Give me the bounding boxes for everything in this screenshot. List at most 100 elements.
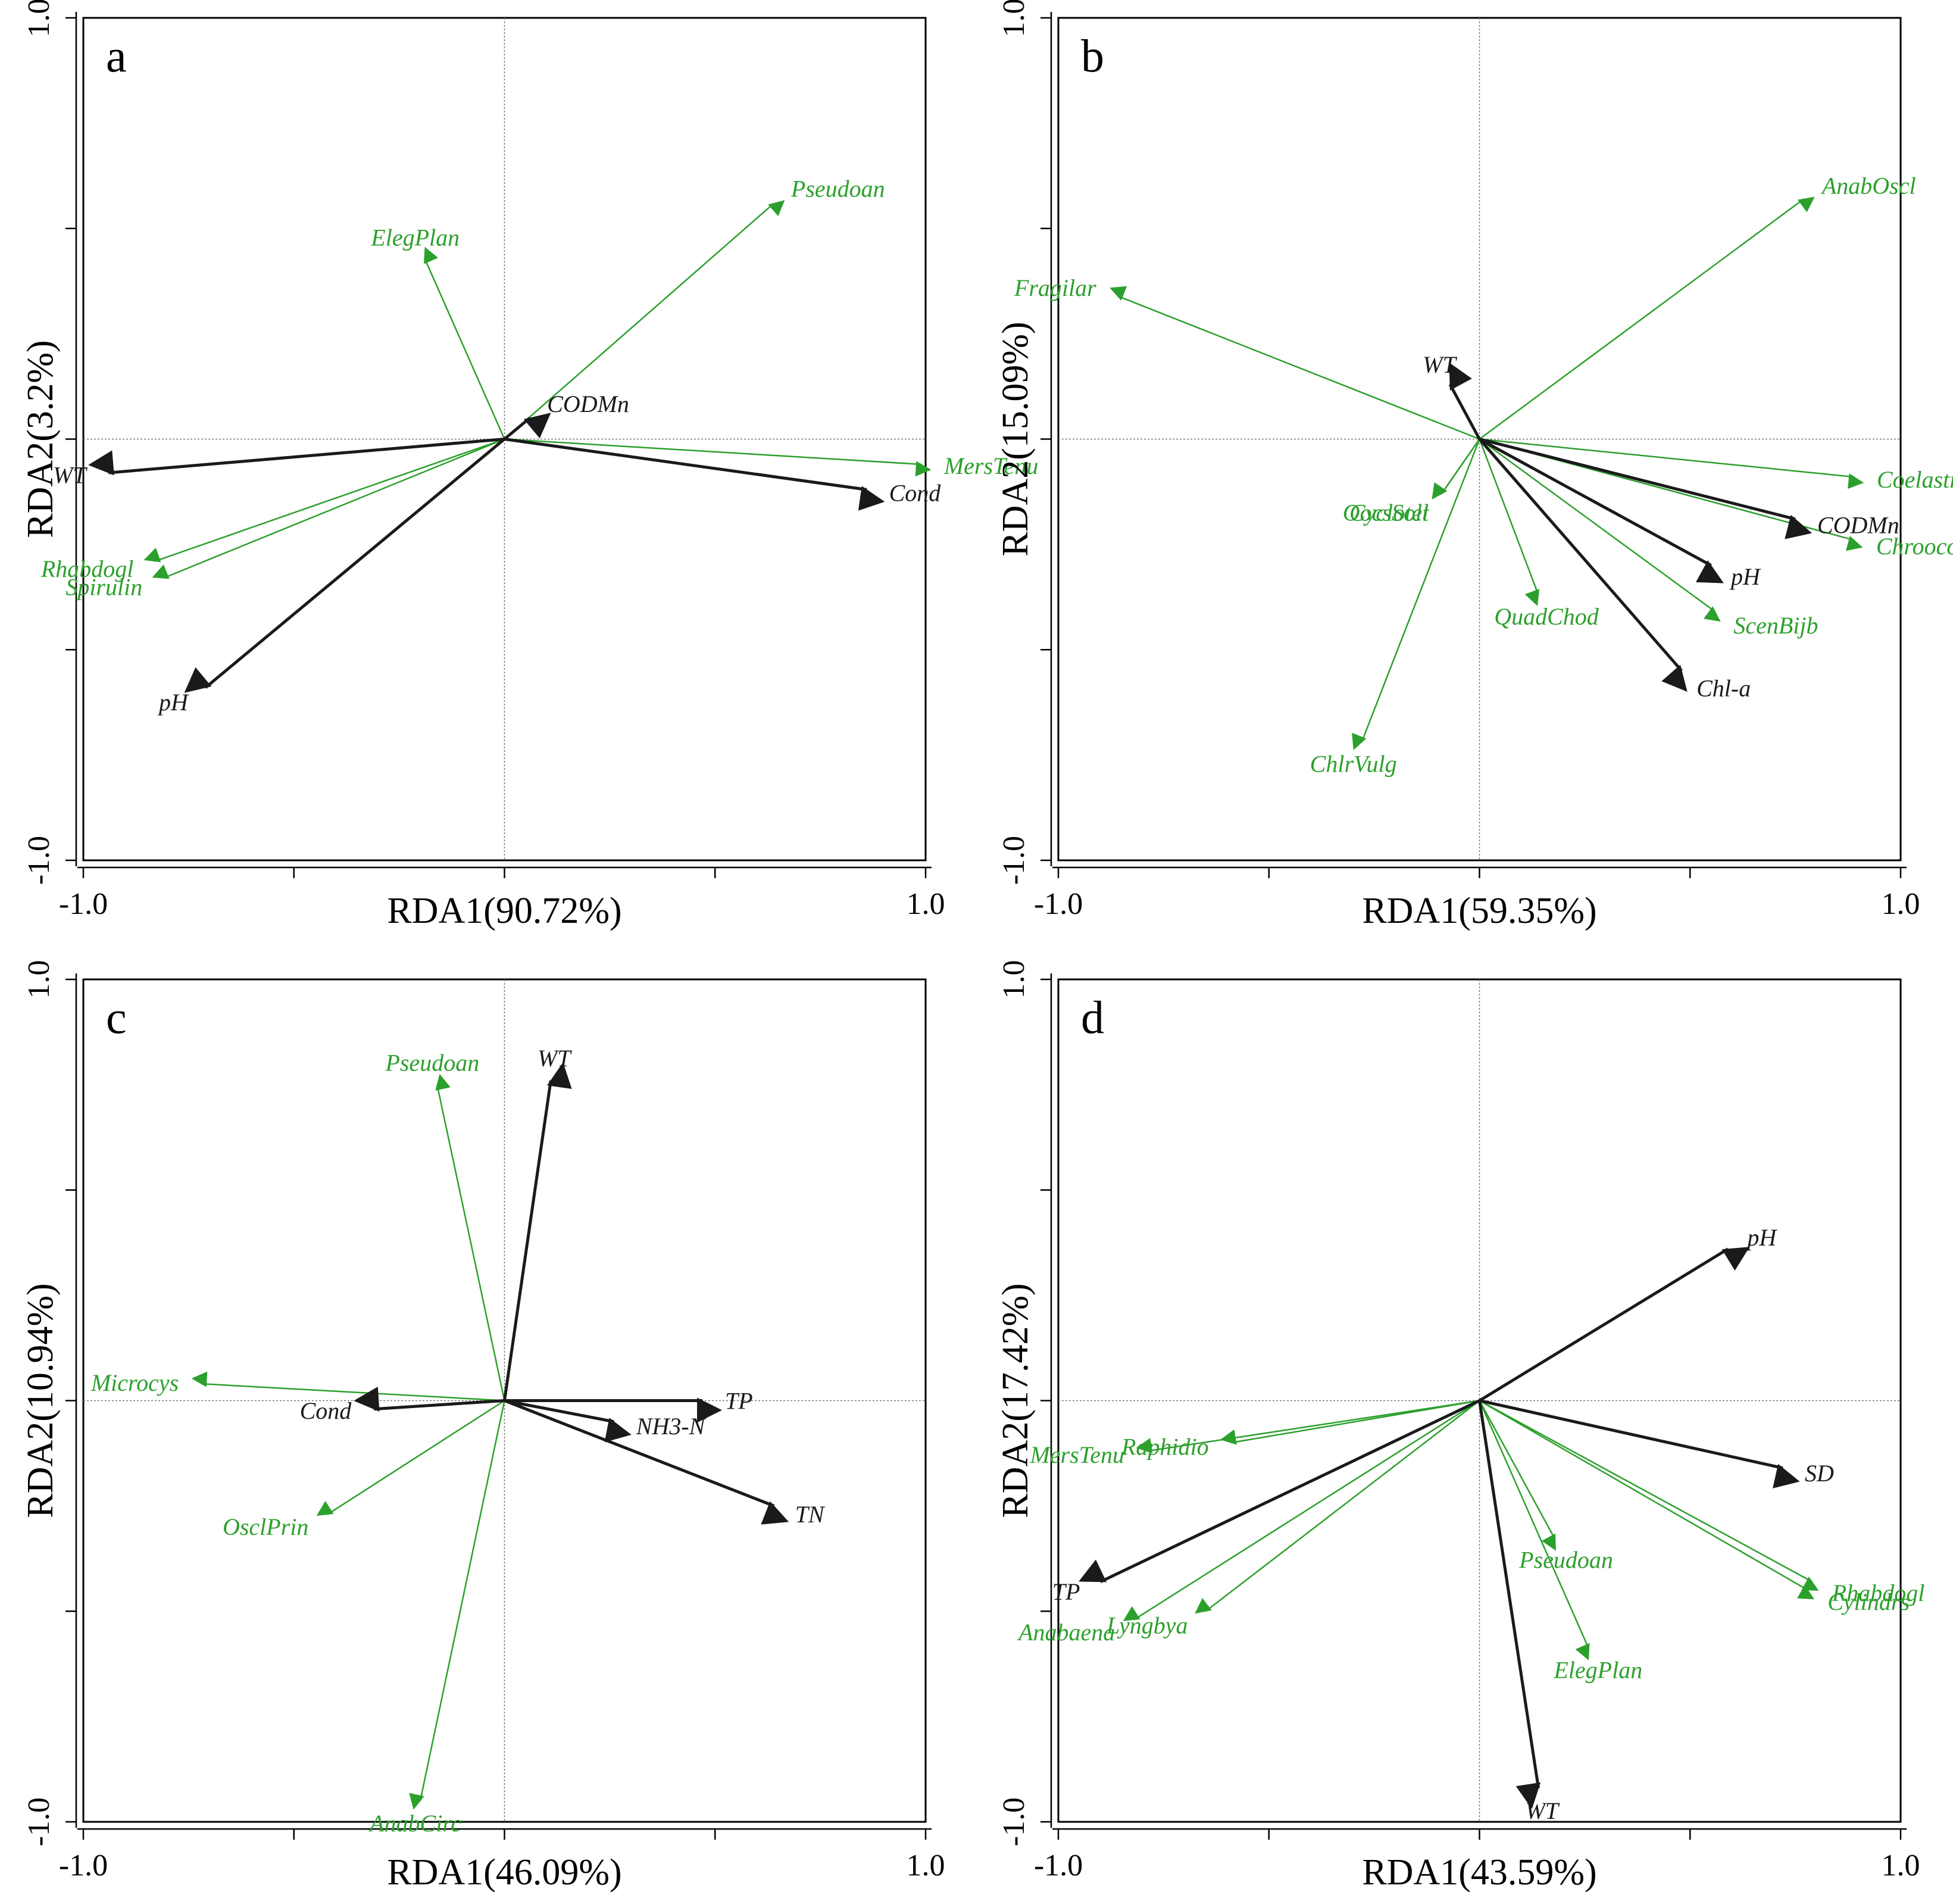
species-label-fragilar: Fragilar xyxy=(1014,274,1096,301)
species-vector-merstenu xyxy=(504,438,932,477)
panel-b: -1.0 1.0 1.0 -1.0 RDA1(59.35%) RDA2(15.09%) b A… xyxy=(995,0,1953,931)
species-label-osclprin: OsclPrin xyxy=(223,1513,308,1540)
y-tick-label-min: -1.0 xyxy=(22,1797,56,1846)
species-label-elegplan: ElegPlan xyxy=(370,224,460,251)
env-label-tp: TP xyxy=(725,1388,753,1415)
species-label-oocssolt: OocsSolt xyxy=(1343,500,1429,526)
x-tick-label-max: 1.0 xyxy=(1882,887,1920,921)
env-label-wt: WT xyxy=(1525,1797,1560,1824)
y-tick-label-max: 1.0 xyxy=(22,960,56,999)
env-vector-wt xyxy=(88,438,505,476)
env-label-tp: TP xyxy=(1052,1578,1080,1605)
x-tick-label-max: 1.0 xyxy=(907,1849,945,1883)
env-label-ph: pH xyxy=(157,689,189,716)
x-tick-label-max: 1.0 xyxy=(907,887,945,921)
env-vector-tp xyxy=(1079,1399,1480,1583)
species-vector-quadchod xyxy=(1479,439,1540,607)
y-axis-label: RDA2(10.94%) xyxy=(20,1283,61,1518)
species-label-anabaena: Anabaena xyxy=(1017,1619,1115,1646)
x-axis-label: RDA1(90.72%) xyxy=(387,891,621,931)
species-vector-rhabdogl xyxy=(1479,1400,1819,1591)
species-label-anaboscl: AnabOscl xyxy=(1820,173,1916,199)
species-vector-spirulin xyxy=(152,438,505,579)
species-vector-chlrvulg xyxy=(1352,439,1480,750)
panel-d: -1.0 1.0 1.0 -1.0 RDA1(43.59%) RDA2(17.42%) d M… xyxy=(995,960,1924,1893)
env-label-sd: SD xyxy=(1805,1460,1834,1487)
x-tick-label-min: -1.0 xyxy=(1034,1849,1083,1883)
species-vector-pseudoan xyxy=(504,200,785,440)
y-tick-label-min: -1.0 xyxy=(22,836,56,885)
panel-letter: a xyxy=(106,30,127,82)
env-label-ph: pH xyxy=(1729,563,1761,590)
env-vector-ph xyxy=(184,438,506,693)
species-label-pseudoan: Pseudoan xyxy=(790,175,885,202)
species-label-pseudoan: Pseudoan xyxy=(385,1050,479,1076)
y-tick-label-min: -1.0 xyxy=(997,836,1031,885)
env-vector-sd xyxy=(1479,1399,1800,1488)
env-label-cond: Cond xyxy=(889,480,942,507)
env-label-codmn: CODMn xyxy=(1817,511,1899,538)
species-label-merstenu: MersTenu xyxy=(943,452,1039,479)
env-label-wt: WT xyxy=(538,1045,572,1072)
species-vector-merstenu xyxy=(1136,1400,1480,1453)
y-tick-label-min: -1.0 xyxy=(997,1797,1031,1846)
x-axis-label: RDA1(43.59%) xyxy=(1362,1852,1596,1893)
species-label-pseudoan: Pseudoan xyxy=(1518,1546,1613,1573)
panel-c: -1.0 1.0 1.0 -1.0 RDA1(46.09%) RDA2(10.94%) c P… xyxy=(20,960,945,1893)
species-label-elegplan: ElegPlan xyxy=(1553,1657,1642,1684)
species-vector-elegplan xyxy=(1479,1400,1590,1660)
env-vector-codmn xyxy=(503,413,551,441)
species-vector-microcys xyxy=(191,1371,505,1402)
species-label-chlrvulg: ChlrVulg xyxy=(1310,750,1397,777)
y-axis-label: RDA2(15.09%) xyxy=(995,322,1036,556)
species-vector-rhabdogl xyxy=(143,438,505,563)
env-vector-wt xyxy=(503,1062,572,1401)
panel-letter: b xyxy=(1081,30,1104,82)
panel-a: -1.0 1.0 1.0 -1.0 RDA1(90.72%) RDA2(3.2%) a Pse… xyxy=(20,0,1038,931)
species-vector-anabcirc xyxy=(409,1400,505,1810)
env-vector-chl-a xyxy=(1478,438,1688,692)
species-vector-scenbijb xyxy=(1479,438,1721,622)
y-axis-label: RDA2(17.42%) xyxy=(995,1283,1036,1518)
env-vector-wt xyxy=(1448,362,1481,440)
x-axis-label: RDA1(46.09%) xyxy=(387,1852,621,1893)
y-tick-label-max: 1.0 xyxy=(997,0,1031,38)
species-label-rhabdogl: Rhabdogl xyxy=(40,555,134,582)
species-vector-coelastr xyxy=(1479,438,1864,489)
species-vector-lyngbya xyxy=(1195,1400,1480,1614)
species-label-quadchod: QuadChod xyxy=(1494,603,1599,630)
species-label-merstenu: MersTenu xyxy=(1029,1441,1124,1468)
env-vector-cond xyxy=(504,438,885,511)
species-label-microcys: Microcys xyxy=(90,1369,179,1396)
panel-letter: c xyxy=(106,991,127,1043)
env-label-wt: WT xyxy=(53,461,88,488)
env-label-cond: Cond xyxy=(300,1397,352,1424)
env-vector-wt xyxy=(1478,1400,1541,1809)
species-vector-pseudoan xyxy=(1479,1400,1556,1551)
env-vector-ph xyxy=(1479,1247,1750,1402)
species-label-scenbijb: ScenBijb xyxy=(1733,612,1818,639)
species-label-spirulin: Spirulin xyxy=(65,573,142,600)
species-label-anabcirc: AnabCirc xyxy=(368,1810,461,1837)
species-vector-pseudoan xyxy=(435,1073,505,1401)
env-label-codmn: CODMn xyxy=(547,391,629,417)
env-vector-ph xyxy=(1479,438,1724,583)
species-label-lyngbya: Lyngbya xyxy=(1106,1612,1188,1638)
species-vector-osclprin xyxy=(316,1400,505,1516)
env-label-tn: TN xyxy=(795,1501,826,1528)
species-label-chroococ: Chroococ xyxy=(1876,533,1953,560)
species-vector-oocssolt xyxy=(1432,438,1480,500)
x-axis-label: RDA1(59.35%) xyxy=(1362,891,1596,931)
x-tick-label-min: -1.0 xyxy=(59,1849,108,1883)
species-label-cyclotel: Cyclotel xyxy=(1349,500,1429,526)
env-label-ph: pH xyxy=(1745,1224,1777,1251)
panel-letter: d xyxy=(1081,991,1104,1043)
env-label-chl-a: Chl-a xyxy=(1696,675,1751,701)
species-label-coelastr: Coelastr xyxy=(1877,466,1953,493)
species-vector-anabaena xyxy=(1123,1400,1480,1621)
env-vector-cond xyxy=(354,1387,505,1412)
env-label-nh3-n: NH3-N xyxy=(636,1413,707,1440)
x-tick-label-max: 1.0 xyxy=(1882,1849,1920,1883)
species-vector-raphidio xyxy=(1220,1400,1480,1445)
